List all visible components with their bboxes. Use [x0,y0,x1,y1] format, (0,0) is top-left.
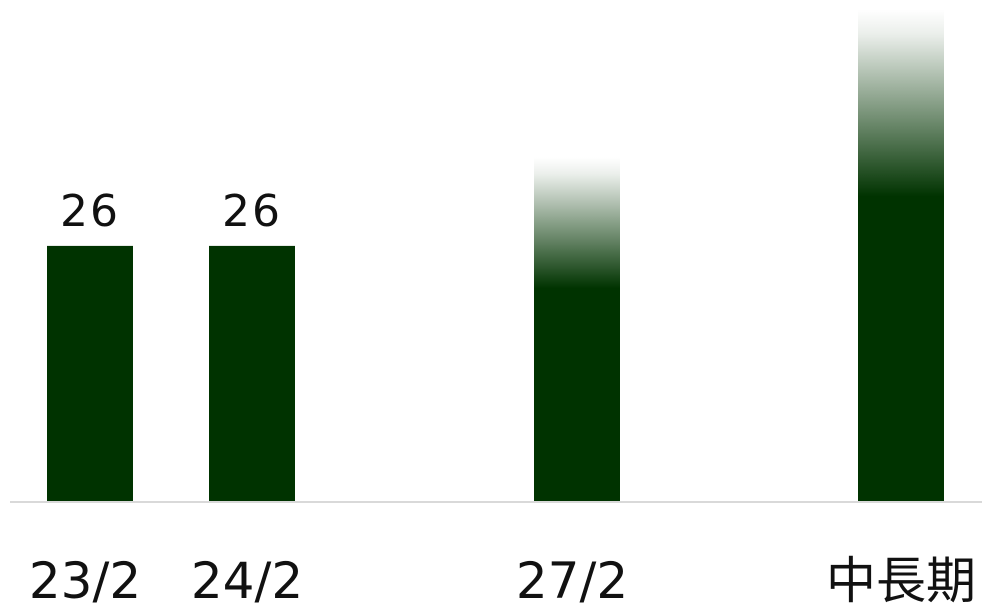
data-label-1: 26 [60,186,120,237]
bars-layer [47,9,944,502]
bar-1 [47,245,133,502]
x-tick-label-2: 24/2 [191,552,303,610]
x-tick-label-4: 中長期 [826,552,976,610]
x-tick-label-3: 27/2 [516,552,628,610]
x-tick-labels-layer: 23/2 24/2 27/2 中長期 [29,552,976,610]
x-tick-label-1: 23/2 [29,552,141,610]
bar-4 [858,9,944,502]
bar-3 [534,157,620,502]
data-labels-layer: 26 26 [60,186,282,237]
data-label-2: 26 [222,186,282,237]
bar-2 [209,245,295,502]
